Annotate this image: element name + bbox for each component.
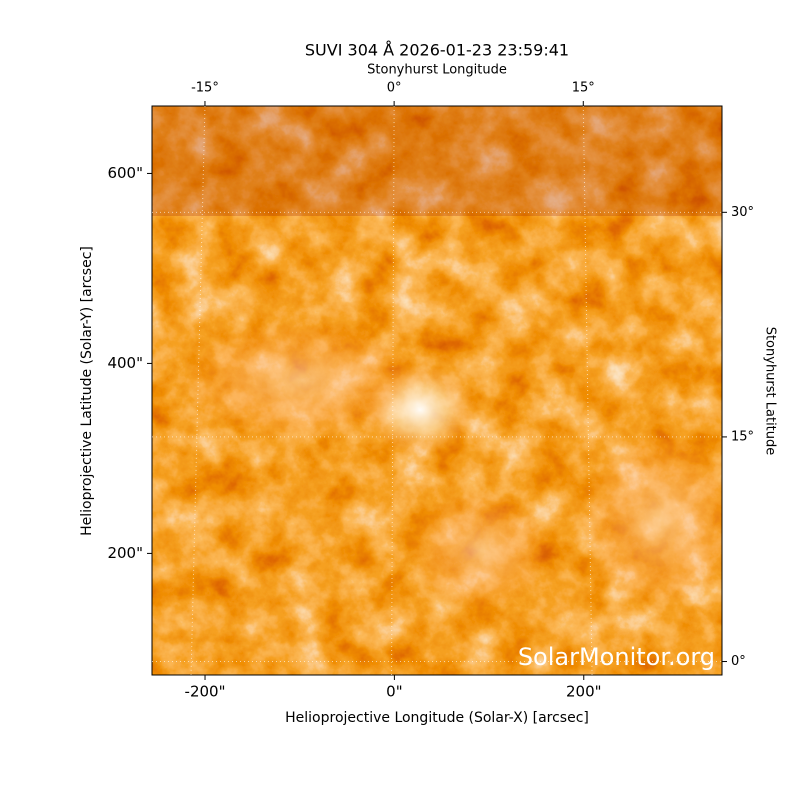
- x-tick-label: 200": [566, 683, 602, 701]
- y-tick-label: 200": [107, 544, 143, 562]
- x2-tick-label: 0°: [387, 81, 402, 96]
- grid-line: [190, 105, 206, 676]
- x-axis-label: Helioprojective Longitude (Solar-X) [arc…: [285, 710, 589, 726]
- x2-axis-label: Stonyhurst Longitude: [367, 63, 507, 78]
- y-tick-label: 400": [107, 354, 143, 372]
- y2-tick-label: 0°: [731, 654, 746, 669]
- solar-image: [152, 106, 722, 675]
- y2-tick-label: 15°: [731, 429, 754, 444]
- x-tick-label: -200": [185, 683, 226, 701]
- watermark: SolarMonitor.org: [518, 643, 715, 671]
- y-tick-label: 600": [107, 164, 143, 182]
- x2-tick-label: 15°: [572, 81, 595, 96]
- grid-line: [391, 105, 395, 676]
- grid-line: [582, 105, 593, 676]
- y-axis-label: Helioprojective Latitude (Solar-Y) [arcs…: [79, 246, 95, 536]
- y2-tick-label: 30°: [731, 205, 754, 220]
- x2-tick-label: -15°: [191, 81, 219, 96]
- plot-frame: [151, 105, 723, 676]
- x-tick-label: 0": [386, 683, 402, 701]
- y2-axis-label: Stonyhurst Latitude: [763, 327, 778, 456]
- chart-title: SUVI 304 Å 2026-01-23 23:59:41: [305, 41, 569, 60]
